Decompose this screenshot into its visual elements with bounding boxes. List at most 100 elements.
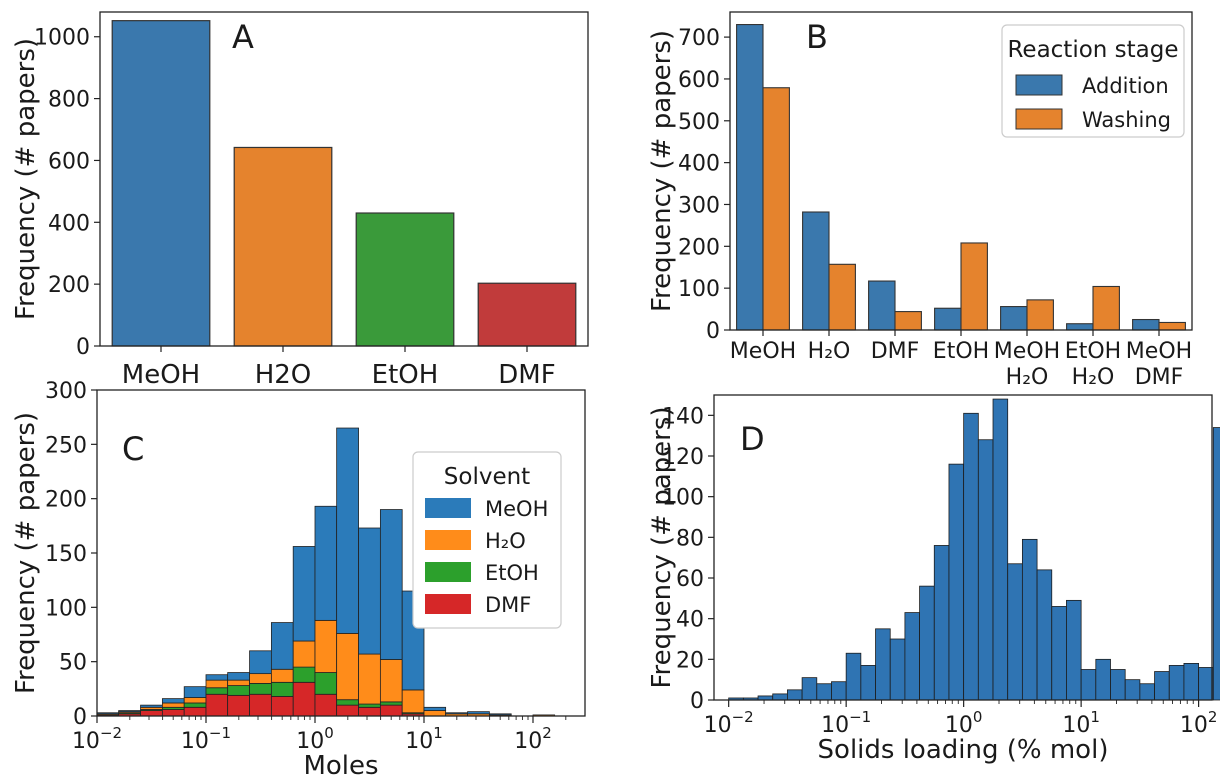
panel-c-y-tick-label: 0: [73, 705, 87, 730]
panel-d-histogram-bar: [1183, 663, 1200, 701]
panel-c-bar-meoh: [445, 712, 468, 715]
panel-d-x-tick-label: 100: [945, 708, 983, 738]
panel-a-bar-chart: MeOH H2O EtOH DMF 0 200 400 600 800 1000Frequency…: [11, 11, 589, 390]
panel-c-bar-h2o: [249, 673, 272, 684]
panel-c-bar-meoh: [467, 711, 490, 715]
panel-a-panel-letter: A: [232, 18, 254, 56]
panel-a-x-tick-label: H2O: [255, 360, 312, 390]
panel-c-bar-etoh: [270, 681, 294, 697]
panel-c-bar-meoh: [140, 704, 163, 708]
panel-c-bar-etoh: [358, 703, 381, 708]
panel-b-y-tick-label: 200: [678, 235, 720, 260]
panel-b-y-tick-label: 700: [678, 26, 720, 51]
panel-a-y-axis-label: Frequency (# papers): [11, 38, 41, 320]
panel-d-x-tick-label: 102: [1180, 708, 1218, 738]
panel-d-x-tick-label: 10−2: [704, 708, 754, 738]
panel-d-histogram-bar: [831, 681, 847, 701]
panel-d-histogram: 0 20 40 60 80 100 120 140 10−2 10−1 100 101 102 Solid…: [647, 394, 1220, 765]
panel-b-x-tick-label: EtOH: [1065, 339, 1121, 364]
panel-d-x-tick-label: 10−1: [821, 708, 871, 738]
panel-c-bar-meoh: [336, 427, 359, 634]
panel-b-y-tick-label: 0: [706, 319, 720, 344]
panel-c-bar-h2o: [314, 619, 338, 673]
panel-c-bar-dmf: [379, 704, 403, 717]
panel-a-x-tick-label: EtOH: [372, 360, 439, 390]
panel-c-y-tick-label: 200: [45, 488, 87, 513]
panel-c-bar-h2o: [227, 679, 250, 686]
panel-d-histogram-bar: [889, 638, 906, 701]
panel-d-histogram-bar: [816, 683, 832, 701]
panel-a-x-tick-label: DMF: [498, 360, 555, 390]
panel-a-y-tick-label: 400: [48, 211, 90, 236]
panel-c-y-tick-label: 150: [45, 542, 87, 567]
panel-c-bar-etoh: [336, 699, 359, 706]
panel-d-histogram-bar: [1212, 427, 1220, 701]
panel-d-histogram-bar: [875, 628, 891, 701]
panel-d-y-tick-label: 40: [676, 608, 704, 633]
panel-b-bar-addition: [1066, 323, 1094, 331]
panel-c-x-tick-label: 10−2: [72, 724, 122, 754]
panel-b-legend-swatch-addition: [1015, 74, 1063, 96]
panel-c-x-axis-label: Moles: [303, 751, 378, 777]
panel-b-x-tick-label: H₂O: [808, 339, 851, 364]
panel-c-bar-dmf: [183, 706, 207, 717]
panel-d-histogram-bar: [948, 463, 965, 701]
panel-c-bar-meoh: [205, 674, 229, 681]
panel-d-histogram-bar: [1198, 667, 1214, 701]
panel-c-bar-meoh: [488, 713, 512, 716]
panel-d-histogram-bar: [772, 693, 788, 701]
panel-a-y-tick-label: 200: [48, 273, 90, 298]
panel-d-histogram-bar: [860, 665, 876, 701]
panel-d-y-tick-label: 0: [690, 689, 704, 714]
panel-b-bar-addition: [1000, 306, 1028, 331]
panel-d-histogram-bar: [1021, 538, 1038, 701]
panel-c-bar-etoh: [314, 672, 338, 695]
panel-d-x-tick-label: 101: [1062, 708, 1100, 738]
panel-d-histogram-bar: [933, 545, 950, 701]
panel-d-histogram-bar: [1007, 563, 1023, 701]
panel-c-legend-label-h2o: H₂O: [485, 529, 526, 553]
panel-c-bar-dmf: [270, 696, 294, 717]
panel-c-stacked-histogram: 0 50 100 150 200 250 300 10−2 10−1 100 101 102 Moles…: [11, 379, 586, 777]
panel-d-y-tick-label: 100: [662, 486, 704, 511]
panel-b-legend-label-washing: Washing: [1082, 108, 1171, 132]
panel-b-y-tick-label: 100: [678, 277, 720, 302]
panel-d-histogram-bar: [1095, 658, 1111, 701]
panel-b-x-tick-label: MeOH: [730, 339, 796, 364]
panel-d-x-axis-label: Solids loading (% mol): [818, 735, 1109, 765]
panel-c-bar-etoh: [183, 702, 207, 708]
panel-c-y-tick-label: 100: [45, 596, 87, 621]
panel-c-x-tick-label: 10−1: [181, 724, 231, 754]
panel-b-bar-washing: [1092, 285, 1120, 331]
panel-b-x-tick-label-line2: H₂O: [1006, 365, 1049, 390]
panel-b-panel-letter: B: [806, 18, 828, 56]
panel-c-legend-swatch-h2o: [425, 530, 471, 550]
panel-c-legend-label-meoh: MeOH: [485, 497, 548, 521]
panel-d-panel-letter: D: [740, 420, 765, 458]
panel-c-y-tick-label: 250: [45, 433, 87, 458]
panel-c-y-axis-label: Frequency (# papers): [11, 412, 41, 694]
panel-c-bar-dmf: [227, 694, 250, 717]
panel-c-bar-dmf: [249, 693, 272, 717]
panel-d-histogram-bar: [845, 652, 862, 701]
panel-c-bar-meoh: [227, 672, 250, 681]
panel-a-y-tick-label: 800: [48, 88, 90, 113]
panel-d-histogram-bar: [1066, 599, 1082, 701]
panel-c-bar-meoh: [292, 546, 316, 642]
panel-b-bar-addition: [736, 24, 764, 331]
panel-c-y-tick-label: 300: [45, 379, 87, 404]
panel-a-y-tick-label: 1000: [34, 26, 90, 51]
panel-a-bar-etoh: [355, 212, 455, 347]
panel-a-bar-meoh: [111, 20, 211, 347]
panel-a-x-tick-label: MeOH: [122, 360, 200, 390]
panel-b-bar-addition: [934, 307, 962, 331]
panel-c-bar-dmf: [336, 704, 359, 717]
panel-c-legend-swatch-etoh: [425, 562, 471, 582]
panel-c-bar-meoh: [183, 686, 207, 698]
panel-d-histogram-bar: [992, 398, 1009, 701]
panel-c-bar-dmf: [161, 709, 185, 717]
panel-c-bar-meoh: [270, 622, 294, 670]
panel-a-y-tick-label: 0: [76, 335, 90, 360]
panel-c-bar-meoh: [358, 527, 381, 655]
panel-b-legend-title: Reaction stage: [1007, 37, 1178, 63]
